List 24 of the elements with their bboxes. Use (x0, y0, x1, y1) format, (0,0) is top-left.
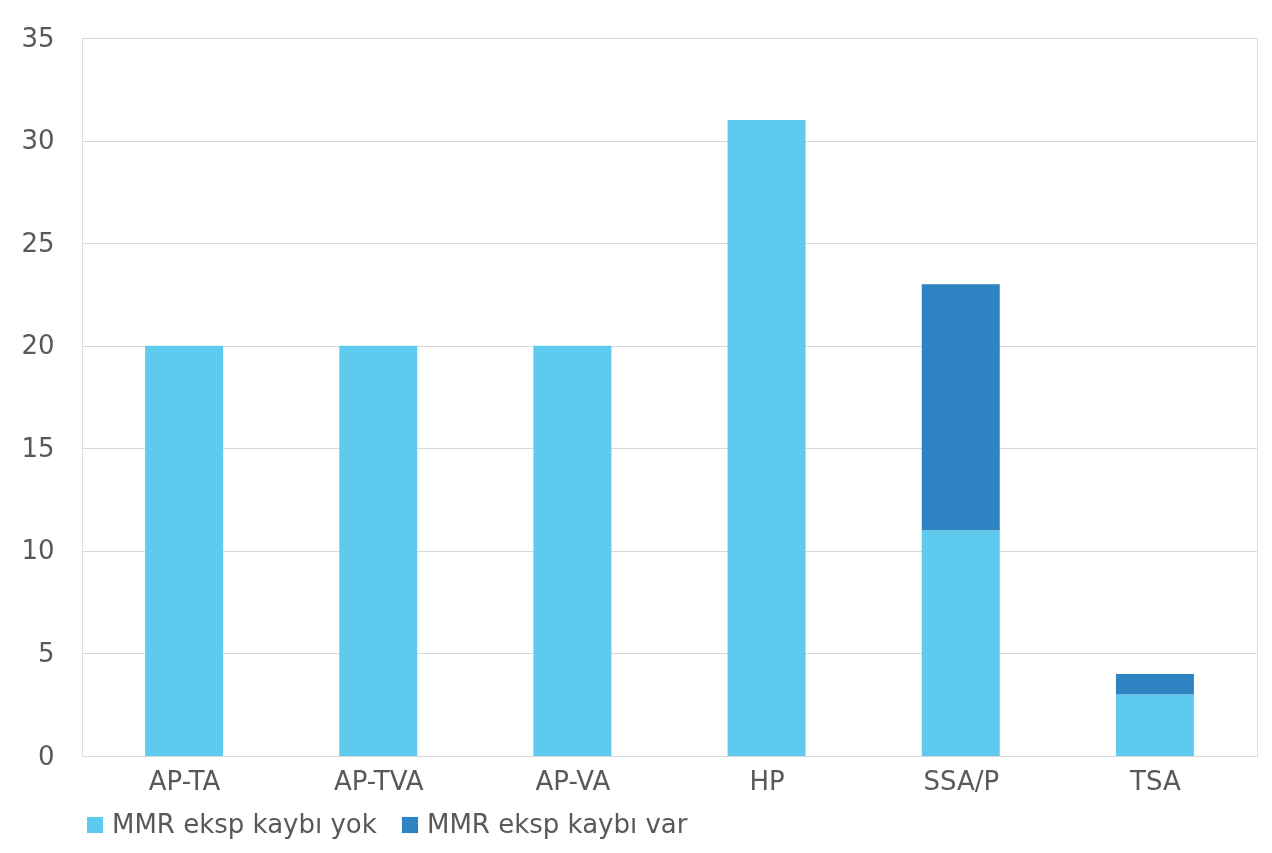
y-tick-label: 10 (21, 535, 55, 566)
y-tick-label: 15 (21, 432, 55, 463)
bar (339, 345, 418, 756)
x-tick-label: TSA (1129, 765, 1181, 796)
bar (145, 345, 224, 756)
x-tick-label: AP-TA (148, 765, 221, 796)
bar (1115, 694, 1194, 756)
bar (921, 530, 1000, 756)
bar (1115, 673, 1194, 695)
y-tick-label: 0 (37, 740, 55, 771)
legend-label: MMR eksp kaybı var (427, 809, 688, 839)
bar (727, 120, 806, 756)
y-tick-label: 30 (21, 125, 55, 156)
x-tick-label: AP-TVA (333, 765, 424, 796)
y-tick-label: 25 (21, 227, 55, 258)
x-tick-label: SSA/P (923, 765, 1000, 796)
y-tick-label: 20 (21, 330, 55, 361)
x-tick-label: AP-VA (535, 765, 611, 796)
legend-label: MMR eksp kaybı yok (112, 809, 377, 839)
bar (921, 284, 1000, 531)
x-tick-label: HP (749, 765, 785, 796)
y-tick-label: 5 (37, 637, 55, 668)
y-tick-label: 35 (21, 22, 55, 53)
bar (533, 345, 612, 756)
